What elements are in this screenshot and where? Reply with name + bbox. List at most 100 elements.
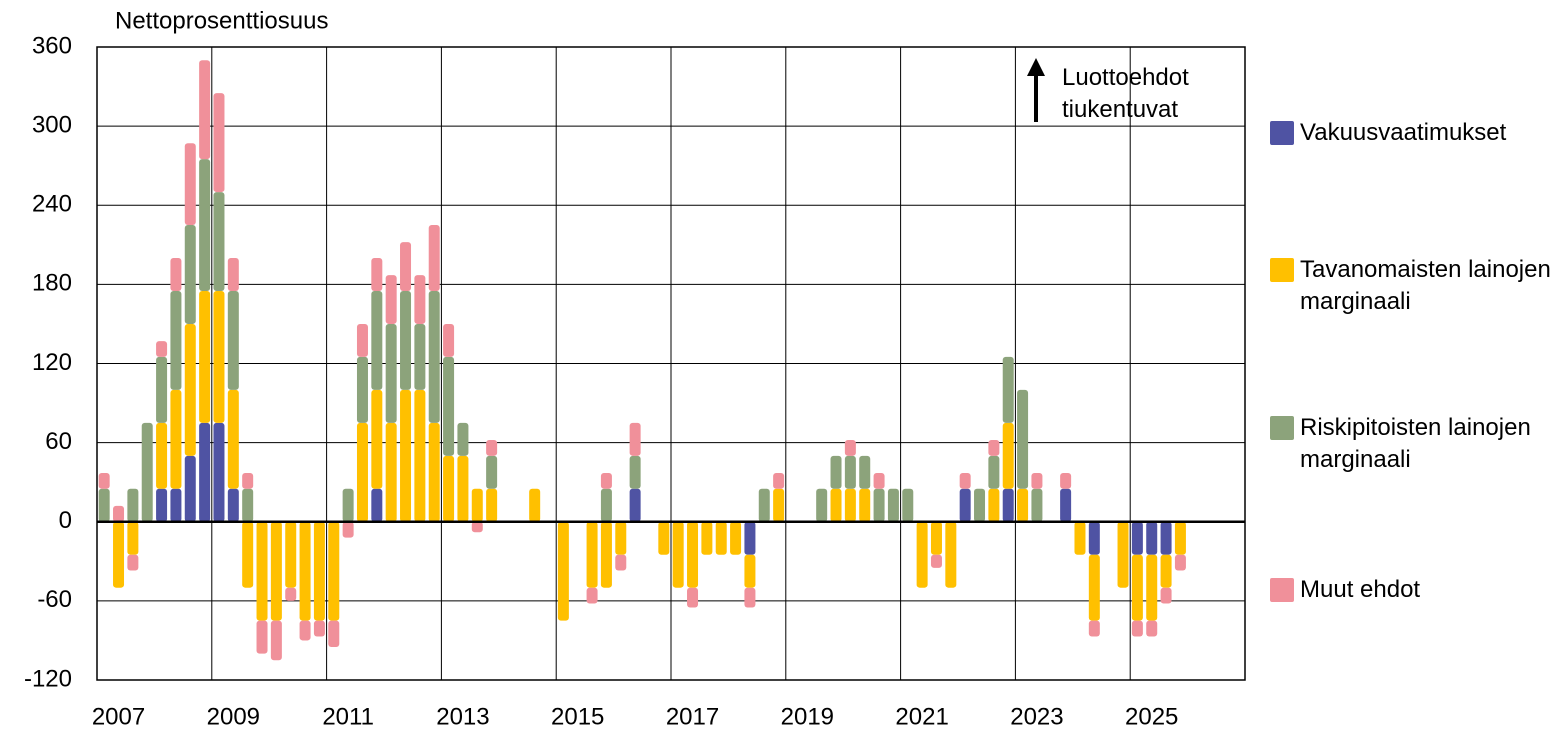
bar-segment [184, 323, 196, 456]
bar-segment [457, 422, 469, 456]
x-tick-label: 2007 [92, 703, 145, 729]
bar-segment [844, 455, 856, 489]
bar-segment [830, 455, 842, 489]
bar-segment [156, 341, 168, 357]
legend-swatch [1270, 578, 1294, 602]
bar-segment [1174, 521, 1186, 555]
bar-segment [385, 323, 397, 423]
x-tick-label: 2013 [436, 703, 489, 729]
bar-segment [1088, 620, 1100, 637]
bar-segment [859, 488, 871, 522]
bar-segment [486, 488, 498, 522]
bar-segment [529, 488, 541, 522]
bar-segment [715, 521, 727, 555]
y-tick-label: 300 [32, 111, 72, 138]
y-axis-label: Nettoprosenttiosuus [115, 7, 328, 34]
bar-segment [988, 439, 1000, 456]
bar-segment [400, 290, 412, 390]
legend-label: Muut ehdot [1300, 576, 1421, 603]
bar-segment [227, 290, 239, 390]
bar-segment [270, 620, 282, 661]
bar-segment [371, 389, 383, 489]
bar-segment [873, 472, 885, 489]
bar-segment [916, 521, 928, 588]
bar-segment [113, 505, 125, 522]
bar-segment [471, 521, 483, 533]
legend-label: Riskipitoisten lainojen marginaali [1300, 414, 1531, 473]
bar-segment [844, 488, 856, 522]
bar-segment [471, 488, 483, 522]
bar-segment [170, 290, 182, 390]
bar-segment [629, 422, 641, 456]
bar-segment [959, 488, 971, 522]
bar-segment [356, 422, 368, 522]
bar-segment [227, 488, 239, 522]
bar-segment [285, 521, 297, 588]
bar-segment [1174, 554, 1186, 571]
bar-segment [242, 472, 254, 489]
bar-segment [1131, 620, 1143, 637]
arrow-head [1027, 58, 1045, 76]
bar-segment [887, 488, 899, 522]
bar-segment [457, 455, 469, 522]
bar-segment [974, 488, 986, 522]
bar-segment [199, 422, 211, 522]
bar-segment [414, 389, 426, 522]
bar-segment [600, 488, 612, 522]
bar-segment [744, 521, 756, 555]
y-tick-label: 180 [32, 270, 72, 297]
bar-segment [988, 455, 1000, 489]
bar-segment [170, 258, 182, 291]
bar-segment [213, 93, 225, 193]
legend-swatch [1270, 121, 1294, 145]
x-tick-label: 2023 [1010, 703, 1063, 729]
bar-segment [127, 488, 139, 522]
bar-segment [443, 356, 455, 456]
bar-segment [371, 290, 383, 390]
bar-segment [1088, 554, 1100, 621]
bar-segment [299, 521, 311, 621]
bar-segment [428, 422, 440, 522]
bar-segment [1160, 521, 1172, 555]
x-tick-label: 2011 [322, 703, 374, 729]
bar-segment [127, 521, 139, 555]
bar-segment [1146, 620, 1158, 637]
bar-segment [600, 521, 612, 588]
bar-segment [1131, 554, 1143, 621]
legend-label: Vakuusvaatimukset [1300, 119, 1507, 146]
bar-segment [328, 521, 340, 621]
bar-segment [730, 521, 742, 555]
bar-segment [385, 275, 397, 324]
bar-segment [213, 290, 225, 423]
bar-segment [629, 488, 641, 522]
bar-segment [170, 488, 182, 522]
bar-segment [486, 439, 498, 456]
bar-segment [342, 488, 354, 522]
bar-segment [371, 258, 383, 291]
bar-segment [1017, 488, 1029, 522]
bar-segment [687, 521, 699, 588]
legend-label: Tavanomaisten lainojen marginaali [1300, 256, 1551, 315]
bar-segment [773, 472, 785, 489]
bar-segment [313, 620, 325, 637]
bar-segment [988, 488, 1000, 522]
legend-swatch [1270, 416, 1294, 440]
bar-segment [959, 472, 971, 489]
bar-segment [428, 290, 440, 423]
y-tick-label: 60 [45, 428, 72, 455]
bar-segment [1002, 422, 1014, 489]
bar-segment [356, 323, 368, 357]
bar-segment [414, 275, 426, 324]
y-tick-label: 360 [32, 32, 72, 59]
bar-segment [658, 521, 670, 555]
bar-segment [902, 488, 914, 522]
bar-segment [945, 521, 957, 588]
bar-segment [1131, 521, 1143, 555]
y-tick-label: -60 [37, 586, 72, 613]
bar-segment [930, 521, 942, 555]
bar-segment [356, 356, 368, 423]
bar-segment [629, 455, 641, 489]
bar-segment [773, 488, 785, 522]
